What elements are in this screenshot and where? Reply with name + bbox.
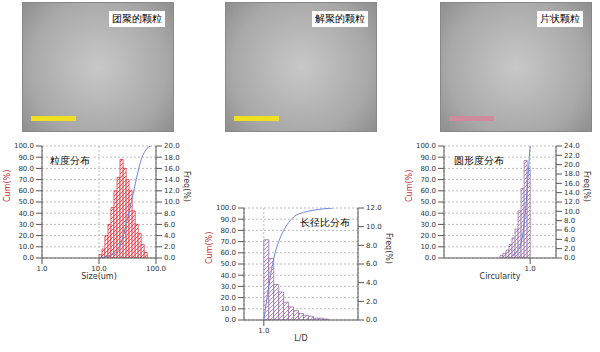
svg-text:0.0: 0.0	[225, 316, 236, 324]
svg-text:8.0: 8.0	[164, 210, 175, 218]
svg-text:8.0: 8.0	[366, 242, 377, 250]
svg-text:16.0: 16.0	[164, 165, 180, 173]
svg-text:12.0: 12.0	[564, 198, 580, 206]
svg-text:0.0: 0.0	[164, 254, 175, 262]
svg-text:30.0: 30.0	[220, 283, 236, 291]
svg-text:1.0: 1.0	[258, 327, 269, 335]
svg-text:60.0: 60.0	[420, 187, 436, 195]
svg-text:12.0: 12.0	[366, 204, 382, 212]
svg-text:24.0: 24.0	[564, 142, 580, 150]
svg-text:100.0: 100.0	[146, 265, 166, 273]
svg-text:100.0: 100.0	[216, 204, 236, 212]
svg-text:4.0: 4.0	[564, 236, 575, 244]
svg-text:Cum(%): Cum(%)	[405, 170, 414, 202]
svg-text:2.0: 2.0	[366, 298, 377, 306]
svg-text:10.0: 10.0	[18, 243, 34, 251]
svg-text:90.0: 90.0	[420, 154, 436, 162]
svg-text:Circularity: Circularity	[480, 272, 521, 281]
svg-text:0.0: 0.0	[366, 316, 377, 324]
html-text:团聚的颗粒: 团聚的颗粒	[112, 13, 162, 24]
svg-text:4.0: 4.0	[164, 232, 175, 240]
svg-text:6.0: 6.0	[366, 260, 377, 268]
svg-text:10.0: 10.0	[564, 208, 580, 216]
svg-text:1.0: 1.0	[525, 265, 536, 273]
svg-text:12.0: 12.0	[164, 187, 180, 195]
svg-text:6.0: 6.0	[564, 226, 575, 234]
svg-text:Freq(%): Freq(%)	[384, 233, 393, 264]
svg-text:60.0: 60.0	[18, 187, 34, 195]
svg-text:Freq(%): Freq(%)	[182, 171, 191, 202]
svg-text:20.0: 20.0	[420, 232, 436, 240]
svg-text:90.0: 90.0	[18, 154, 34, 162]
svg-text:14.0: 14.0	[564, 189, 580, 197]
svg-text:40.0: 40.0	[420, 210, 436, 218]
svg-text:10.0: 10.0	[220, 305, 236, 313]
svg-text:40.0: 40.0	[220, 272, 236, 280]
svg-text:2.0: 2.0	[164, 243, 175, 251]
svg-text:0.0: 0.0	[23, 254, 34, 262]
svg-text:80.0: 80.0	[220, 227, 236, 235]
svg-text:80.0: 80.0	[18, 165, 34, 173]
svg-text:Freq(%): Freq(%)	[582, 171, 591, 202]
svg-text:8.0: 8.0	[564, 217, 575, 225]
svg-text:22.0: 22.0	[564, 152, 580, 160]
html-text:长径比分布: 长径比分布	[300, 217, 350, 228]
svg-text:100.0: 100.0	[416, 142, 436, 150]
svg-text:50.0: 50.0	[18, 198, 34, 206]
svg-text:Size(um): Size(um)	[81, 272, 117, 281]
svg-text:10.0: 10.0	[366, 223, 382, 231]
svg-text:10.0: 10.0	[91, 265, 107, 273]
svg-text:30.0: 30.0	[420, 221, 436, 229]
svg-text:90.0: 90.0	[220, 216, 236, 224]
svg-text:6.0: 6.0	[164, 221, 175, 229]
svg-text:10.0: 10.0	[420, 243, 436, 251]
html-text:解聚的颗粒: 解聚的颗粒	[315, 13, 365, 24]
svg-text:Cum(%): Cum(%)	[3, 170, 12, 202]
svg-text:18.0: 18.0	[564, 170, 580, 178]
svg-text:30.0: 30.0	[18, 221, 34, 229]
svg-text:50.0: 50.0	[420, 198, 436, 206]
svg-text:14.0: 14.0	[164, 176, 180, 184]
svg-text:80.0: 80.0	[420, 165, 436, 173]
svg-text:1.0: 1.0	[36, 265, 47, 273]
svg-text:60.0: 60.0	[220, 249, 236, 257]
svg-text:20.0: 20.0	[18, 232, 34, 240]
svg-text:100.0: 100.0	[14, 142, 34, 150]
svg-text:20.0: 20.0	[564, 161, 580, 169]
svg-text:4.0: 4.0	[366, 279, 377, 287]
svg-text:20.0: 20.0	[220, 294, 236, 302]
html-text:片状颗粒: 片状颗粒	[540, 13, 580, 24]
svg-text:0.0: 0.0	[425, 254, 436, 262]
svg-text:20.0: 20.0	[164, 142, 180, 150]
html-text:粒度分布: 粒度分布	[50, 155, 90, 166]
svg-text:2.0: 2.0	[564, 245, 575, 253]
svg-text:70.0: 70.0	[18, 176, 34, 184]
svg-text:40.0: 40.0	[18, 210, 34, 218]
svg-text:50.0: 50.0	[220, 260, 236, 268]
svg-text:10.0: 10.0	[164, 198, 180, 206]
svg-text:L/D: L/D	[294, 334, 307, 343]
svg-text:0.0: 0.0	[564, 254, 575, 262]
svg-text:70.0: 70.0	[420, 176, 436, 184]
html-text:圆形度分布: 圆形度分布	[454, 155, 504, 166]
svg-text:70.0: 70.0	[220, 238, 236, 246]
svg-text:Cum(%): Cum(%)	[205, 232, 214, 264]
svg-text:16.0: 16.0	[564, 180, 580, 188]
svg-text:18.0: 18.0	[164, 154, 180, 162]
